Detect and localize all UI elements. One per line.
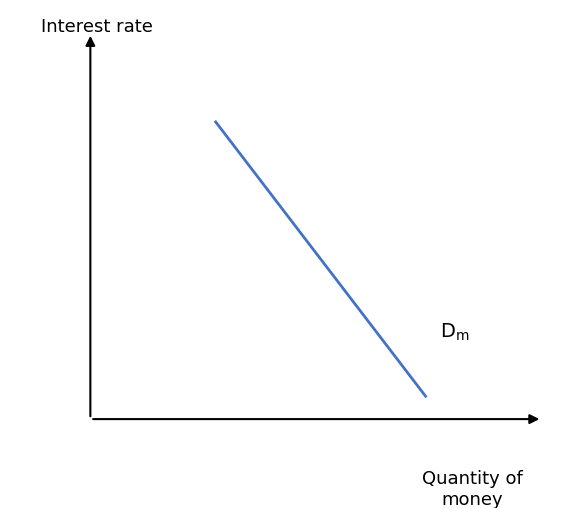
Text: Quantity of
money: Quantity of money (422, 470, 522, 508)
Text: Interest rate: Interest rate (41, 18, 153, 36)
Text: D$_\mathregular{m}$: D$_\mathregular{m}$ (440, 322, 470, 343)
